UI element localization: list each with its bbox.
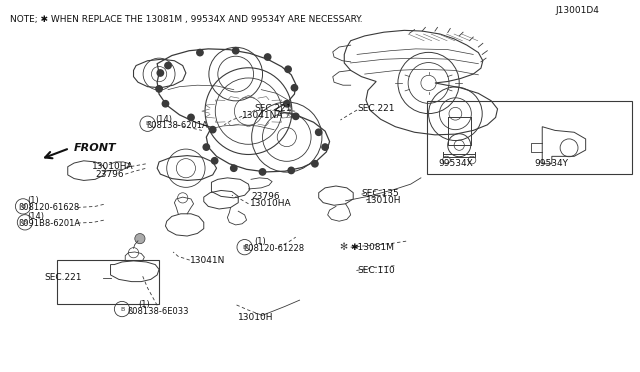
Text: ß08120-61628: ß08120-61628 [19, 203, 80, 212]
Text: (14): (14) [28, 212, 45, 221]
Circle shape [288, 167, 294, 174]
Circle shape [285, 66, 291, 73]
Text: J13001D4: J13001D4 [556, 6, 600, 15]
Text: B: B [243, 245, 247, 250]
Circle shape [312, 161, 318, 167]
Text: SEC.221: SEC.221 [357, 105, 394, 113]
Circle shape [316, 129, 322, 135]
Text: NOTE; ✱ WHEN REPLACE THE 13081M , 99534X AND 99534Y ARE NECESSARY.: NOTE; ✱ WHEN REPLACE THE 13081M , 99534X… [10, 15, 363, 24]
Text: SEC.221: SEC.221 [255, 104, 292, 113]
Circle shape [157, 70, 164, 76]
Text: ß08138-6201A: ß08138-6201A [147, 122, 208, 131]
Circle shape [135, 234, 145, 244]
Text: (1): (1) [28, 196, 39, 205]
Text: 13010H: 13010H [238, 313, 274, 322]
Circle shape [259, 169, 266, 175]
Text: SEC.135: SEC.135 [362, 189, 399, 198]
Circle shape [230, 165, 237, 171]
Circle shape [209, 126, 216, 133]
Text: 13010HA: 13010HA [250, 199, 291, 208]
Text: ✱13081M: ✱13081M [351, 243, 395, 251]
Text: B: B [23, 220, 27, 225]
Circle shape [211, 158, 218, 164]
Bar [57, 260, 159, 304]
Circle shape [232, 48, 239, 54]
Text: 23796: 23796 [95, 170, 124, 179]
Circle shape [291, 84, 298, 91]
Circle shape [188, 114, 194, 121]
Text: ß08138-6E033: ß08138-6E033 [127, 307, 189, 316]
Circle shape [264, 54, 271, 60]
Text: B: B [120, 307, 124, 311]
Circle shape [284, 100, 290, 107]
Circle shape [322, 144, 328, 150]
Text: (1): (1) [138, 300, 150, 309]
Text: 13041N: 13041N [189, 256, 225, 264]
Text: SEC.221: SEC.221 [44, 273, 82, 282]
Circle shape [156, 86, 163, 92]
Circle shape [163, 100, 169, 107]
Text: 13041NA: 13041NA [242, 111, 284, 120]
Bar [428, 101, 632, 174]
Text: SEC.110: SEC.110 [357, 266, 395, 275]
Text: 23796: 23796 [251, 192, 280, 201]
Text: FRONT: FRONT [74, 143, 116, 153]
Circle shape [203, 144, 209, 150]
Text: ß08120-61228: ß08120-61228 [243, 244, 305, 253]
Text: ß091B8-6201A: ß091B8-6201A [19, 219, 81, 228]
Text: B: B [21, 204, 25, 209]
Circle shape [196, 49, 203, 56]
Text: 13010HA: 13010HA [92, 162, 134, 171]
Circle shape [165, 62, 172, 69]
Text: 99534X: 99534X [438, 159, 473, 168]
Text: 13010H: 13010H [366, 196, 401, 205]
Text: ✻: ✻ [339, 242, 348, 252]
Text: (14): (14) [156, 115, 172, 124]
Circle shape [292, 113, 299, 119]
Text: 99534Y: 99534Y [534, 159, 568, 168]
Text: B: B [145, 121, 150, 126]
Text: (1): (1) [254, 237, 266, 246]
